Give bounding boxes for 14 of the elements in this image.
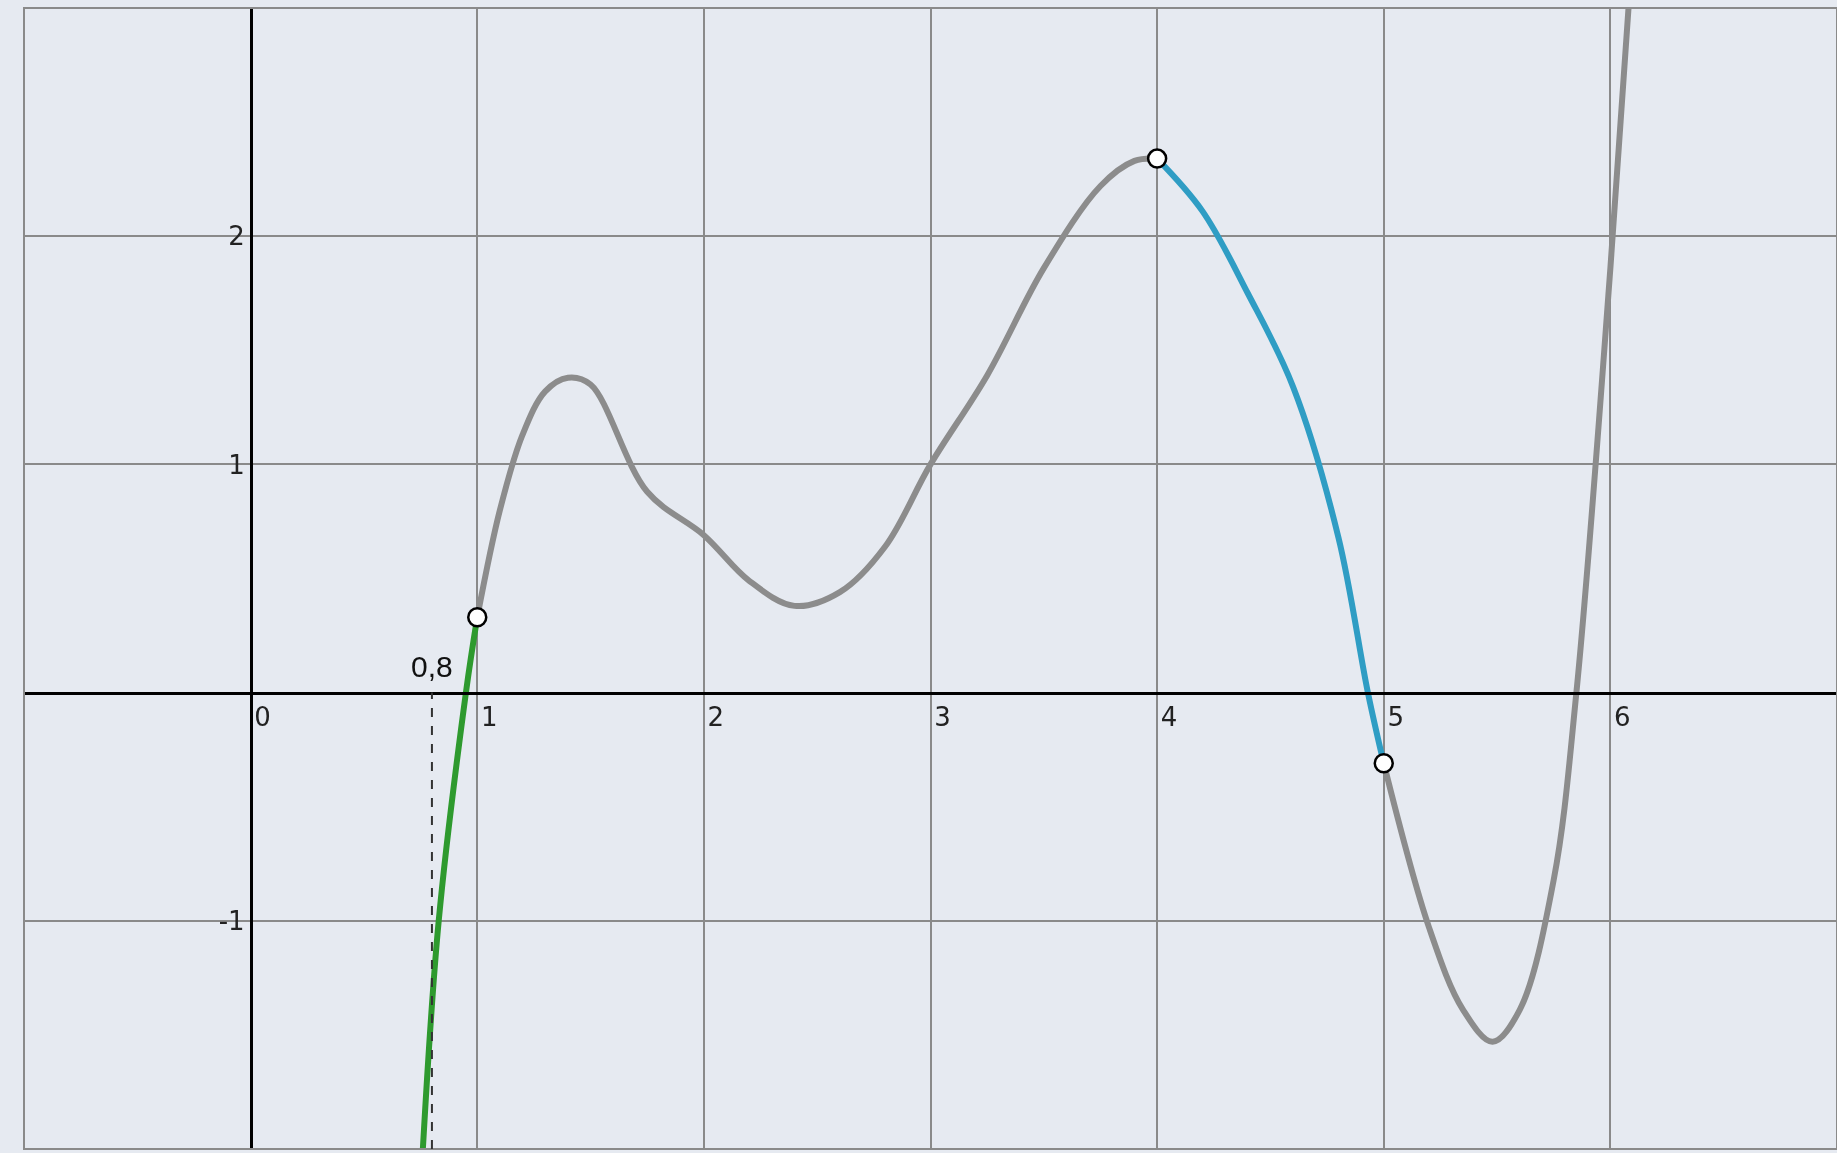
y-tick-label: -1 bbox=[218, 905, 245, 936]
x-tick-label: 5 bbox=[1387, 701, 1405, 732]
x-tick-label: 1 bbox=[480, 701, 498, 732]
point bbox=[467, 607, 488, 628]
y-tick-label: 1 bbox=[228, 449, 245, 480]
ref-line-label: 0,8 bbox=[411, 650, 453, 683]
y-tick-label: 2 bbox=[228, 221, 245, 252]
x-tick-label: 0 bbox=[254, 701, 271, 732]
x-tick-label: 4 bbox=[1160, 701, 1178, 732]
x-tick-label: 3 bbox=[934, 701, 951, 732]
x-tick-label: 2 bbox=[707, 701, 725, 732]
point bbox=[1146, 148, 1168, 169]
x-tick-label: 6 bbox=[1614, 701, 1631, 732]
point bbox=[1373, 753, 1394, 774]
